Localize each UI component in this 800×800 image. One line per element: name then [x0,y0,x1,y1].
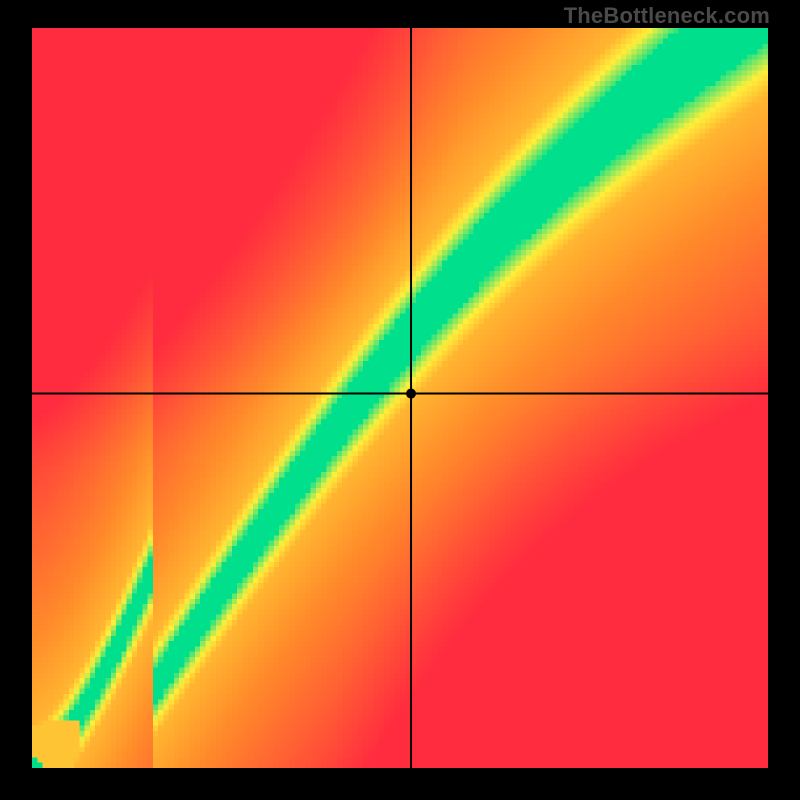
crosshair-marker [406,389,416,399]
crosshair-overlay [32,28,768,768]
chart-container: TheBottleneck.com [0,0,800,800]
watermark-text: TheBottleneck.com [564,3,770,29]
